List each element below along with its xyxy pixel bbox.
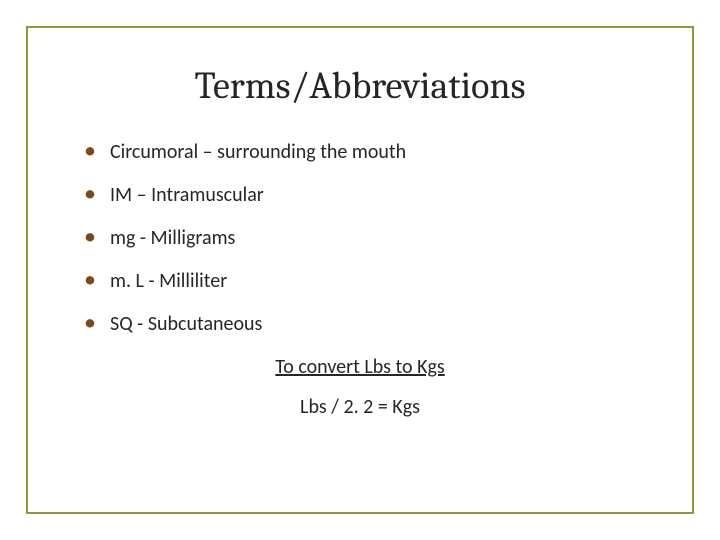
conversion-heading: To convert Lbs to Kgs: [78, 355, 642, 379]
slide-title: Terms/Abbreviations: [78, 64, 642, 108]
list-item: Circumoral – surrounding the mouth: [84, 140, 642, 164]
conversion-formula: Lbs / 2. 2 = Kgs: [78, 395, 642, 419]
list-item: SQ - Subcutaneous: [84, 312, 642, 336]
list-item: IM – Intramuscular: [84, 183, 642, 207]
slide-frame: Terms/Abbreviations Circumoral – surroun…: [26, 26, 694, 514]
list-item: mg - Milligrams: [84, 226, 642, 250]
list-item: m. L - Milliliter: [84, 269, 642, 293]
terms-list: Circumoral – surrounding the mouth IM – …: [78, 140, 642, 336]
